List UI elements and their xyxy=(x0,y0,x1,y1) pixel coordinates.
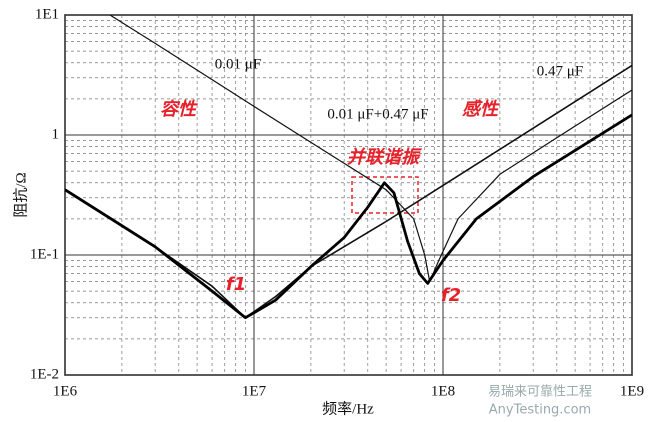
series-label: 0.01 μF+0.47 μF xyxy=(327,106,428,122)
series-line xyxy=(65,113,632,320)
y-axis-label: 阻抗/Ω xyxy=(12,172,29,217)
annotation: 容性 xyxy=(160,99,198,120)
x-tick-label: 1E6 xyxy=(53,383,78,399)
series-line xyxy=(109,15,632,283)
annotation: f1 xyxy=(226,274,246,295)
y-tick-label: 1E-2 xyxy=(30,366,59,382)
x-tick-label: 1E9 xyxy=(620,383,644,399)
series-label: 0.01 μF xyxy=(215,56,261,72)
x-tick-label: 1E8 xyxy=(431,383,455,399)
highlight-box xyxy=(351,176,419,214)
plot-frame xyxy=(64,14,633,376)
annotation: f2 xyxy=(441,285,461,306)
y-tick-label: 1 xyxy=(52,126,60,142)
x-axis-label: 频率/Hz xyxy=(322,400,374,417)
annotation: 感性 xyxy=(462,99,500,120)
y-tick-label: 1E-1 xyxy=(30,246,59,262)
annotation: 并联谐振 xyxy=(347,147,422,168)
x-tick-label: 1E7 xyxy=(242,383,267,399)
y-tick-label: 1E1 xyxy=(35,6,59,22)
series-label: 0.47 μF xyxy=(537,63,583,79)
watermark: 易瑞来可靠性工程 xyxy=(488,385,592,400)
watermark: AnyTesting.com xyxy=(489,403,591,418)
